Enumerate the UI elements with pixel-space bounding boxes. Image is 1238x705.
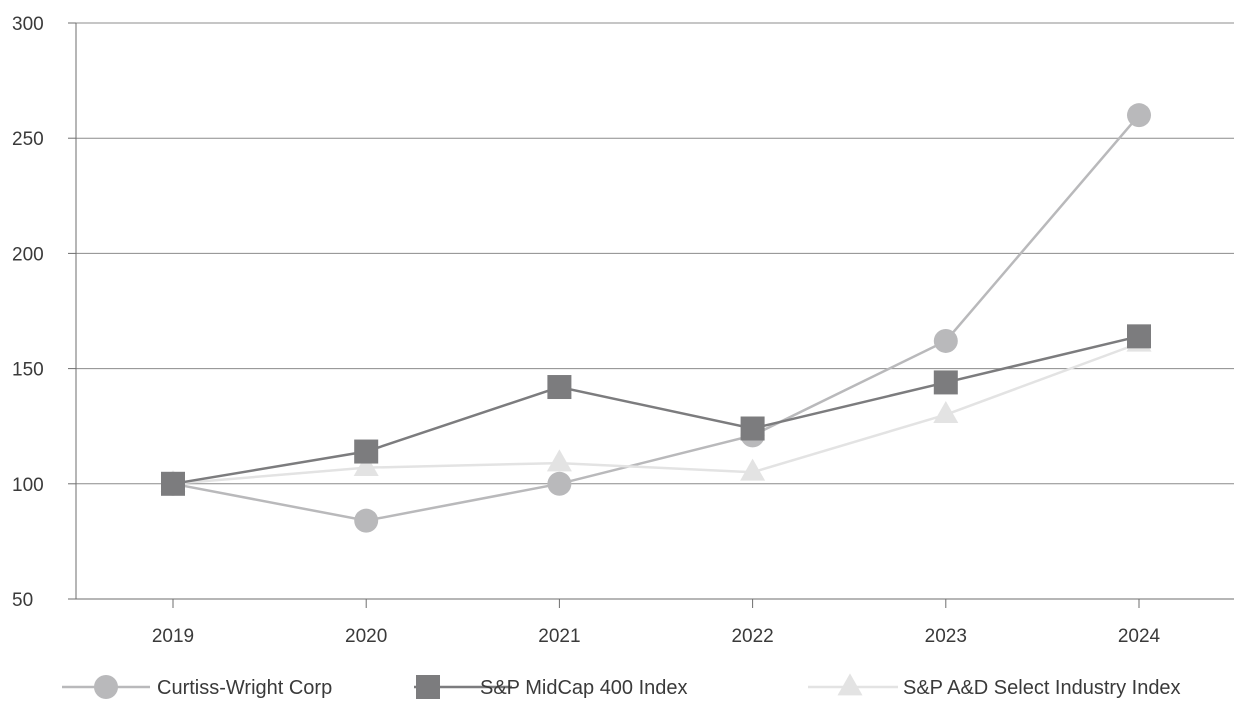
y-tick-label: 300 bbox=[12, 14, 44, 35]
legend-item: Curtiss-Wright Corp bbox=[62, 675, 332, 699]
x-tick-label: 2020 bbox=[345, 626, 387, 647]
legend-label: S&P A&D Select Industry Index bbox=[903, 677, 1181, 699]
legend-marker-circle bbox=[94, 675, 118, 699]
x-tick-label: 2021 bbox=[538, 626, 580, 647]
data-point-circle bbox=[1127, 103, 1151, 128]
legend-marker-square bbox=[416, 675, 440, 699]
legend-item: S&P A&D Select Industry Index bbox=[808, 673, 1181, 699]
legend-label: S&P MidCap 400 Index bbox=[480, 677, 688, 699]
series-square bbox=[161, 324, 1151, 496]
data-point-triangle bbox=[353, 454, 379, 477]
y-tick-label: 200 bbox=[12, 244, 44, 265]
data-point-square bbox=[161, 471, 185, 496]
axes: 50 100 150 200 250 300 2019 2020 2021 2022 2023 202… bbox=[12, 14, 1234, 647]
data-point-triangle bbox=[740, 458, 766, 481]
legend-item: S&P MidCap 400 Index bbox=[414, 675, 688, 699]
data-point-square bbox=[547, 375, 572, 400]
data-point-circle bbox=[933, 328, 958, 353]
x-tick-label: 2019 bbox=[152, 626, 194, 647]
y-tick-label: 250 bbox=[12, 129, 44, 150]
legend-marker-triangle bbox=[837, 673, 863, 696]
data-point-triangle bbox=[933, 401, 959, 424]
series-line bbox=[172, 114, 1140, 522]
x-tick-label: 2024 bbox=[1118, 626, 1161, 647]
grid-lines bbox=[76, 22, 1234, 485]
data-point-square bbox=[740, 416, 765, 441]
y-tick-label: 100 bbox=[12, 475, 44, 496]
legend-label: Curtiss-Wright Corp bbox=[157, 677, 332, 699]
y-tick-label: 50 bbox=[12, 590, 33, 611]
x-tick-label: 2022 bbox=[731, 626, 773, 647]
series-triangle bbox=[160, 329, 1152, 493]
series-line bbox=[172, 342, 1140, 486]
y-tick-label: 150 bbox=[12, 360, 44, 381]
x-tick-label: 2023 bbox=[925, 626, 967, 647]
data-point-circle bbox=[547, 471, 572, 496]
data-point-square bbox=[1127, 324, 1151, 349]
data-point-triangle bbox=[546, 449, 572, 472]
data-point-circle bbox=[354, 508, 379, 533]
series-line bbox=[172, 335, 1140, 486]
data-point-square bbox=[933, 370, 958, 395]
series-lines bbox=[160, 103, 1152, 533]
data-point-square bbox=[354, 439, 379, 464]
legend: Curtiss-Wright Corp S&P MidCap 400 Index S… bbox=[62, 673, 1181, 699]
